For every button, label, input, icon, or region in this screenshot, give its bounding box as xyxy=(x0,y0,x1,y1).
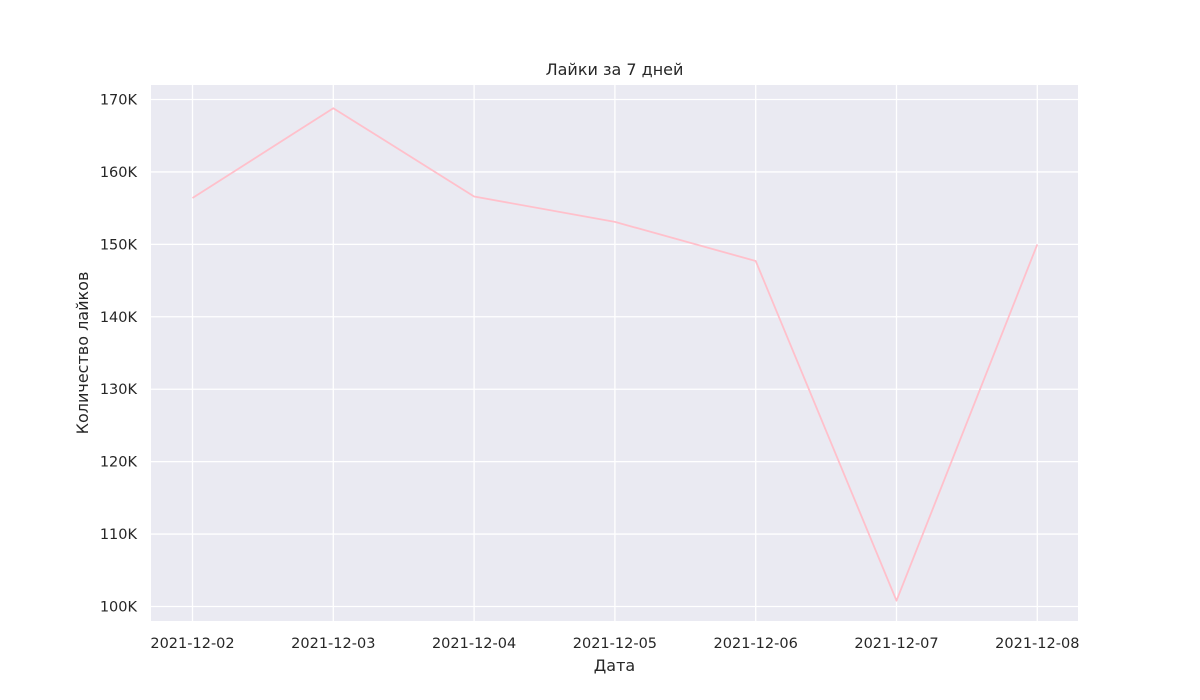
y-tick-label: 100K xyxy=(100,600,138,616)
x-tick-label: 2021-12-04 xyxy=(432,636,516,652)
x-tick-label: 2021-12-05 xyxy=(573,636,657,652)
x-tick-label: 2021-12-02 xyxy=(150,636,234,652)
y-tick-label: 120K xyxy=(100,455,138,471)
x-tick-label: 2021-12-08 xyxy=(995,636,1079,652)
series-group xyxy=(192,107,1039,602)
x-tick-labels: 2021-12-02 2021-12-03 2021-12-04 2021-12-05… xyxy=(150,636,1079,652)
y-tick-label: 170K xyxy=(100,92,138,108)
y-tick-label: 140K xyxy=(100,310,138,326)
x-tick-label: 2021-12-03 xyxy=(291,636,375,652)
y-tick-label: 110K xyxy=(100,527,138,543)
y-axis-label: Количество лайков xyxy=(73,272,92,435)
x-tick-label: 2021-12-06 xyxy=(714,636,798,652)
x-axis-label: Дата xyxy=(594,656,635,675)
chart-title: Лайки за 7 дней xyxy=(546,60,684,79)
y-tick-label: 160K xyxy=(100,165,138,181)
y-tick-label: 130K xyxy=(100,382,138,398)
y-tick-label: 150K xyxy=(100,237,138,253)
y-tick-labels: 100K 110K 120K 130K 140K 150K 160K 170K xyxy=(100,92,138,615)
x-tick-label: 2021-12-07 xyxy=(854,636,938,652)
grid-lines xyxy=(151,85,1078,621)
